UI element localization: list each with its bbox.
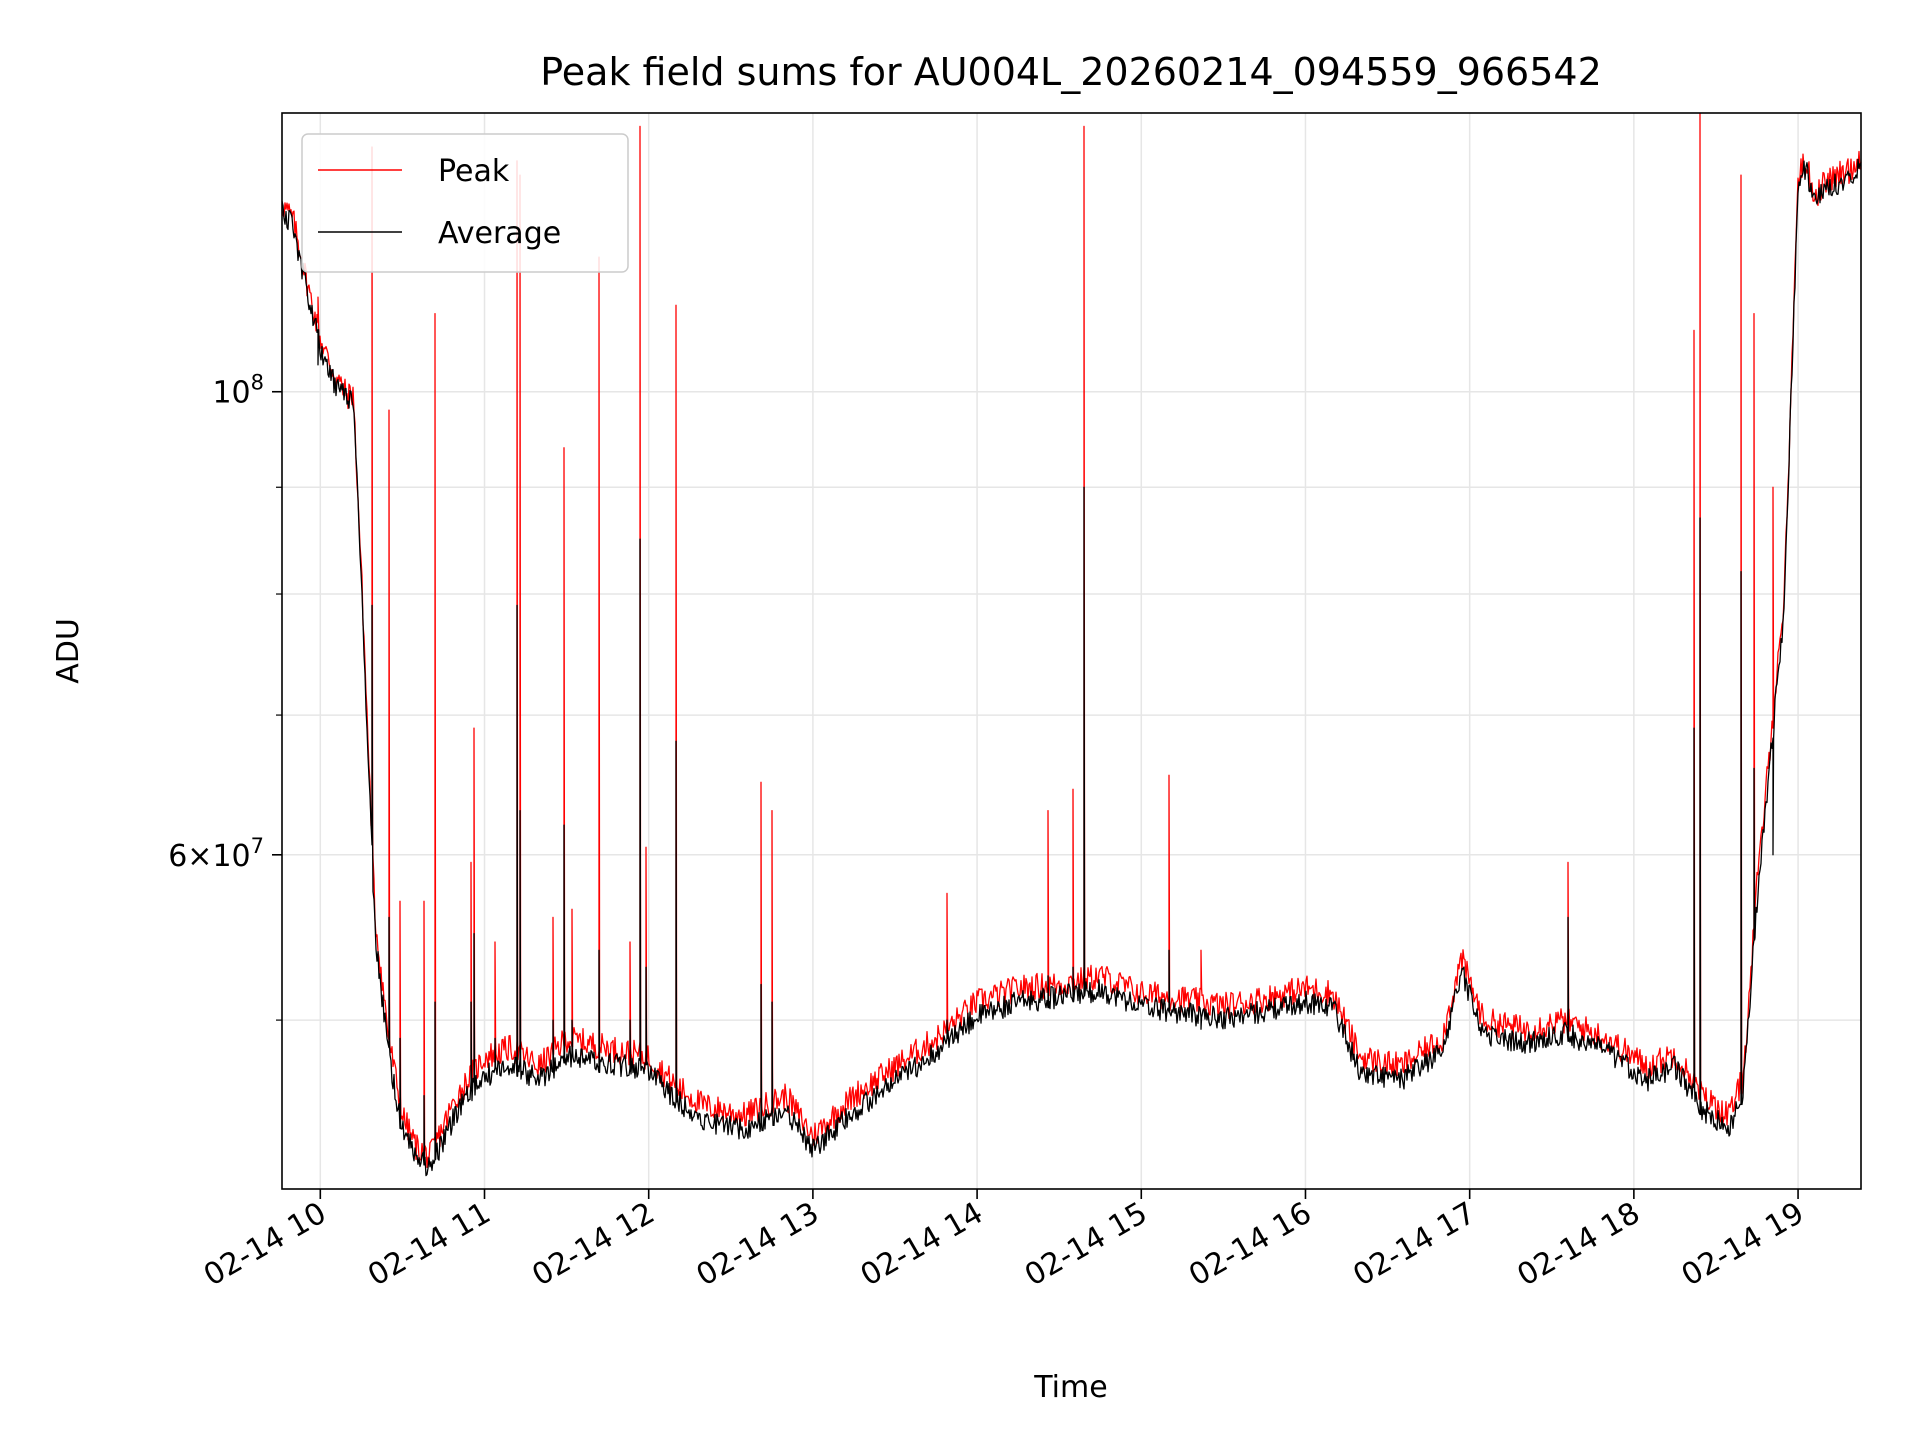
y-axis-ticks: 108 6×107 (168, 371, 282, 1021)
plot-frame (281, 112, 1862, 1190)
chart-title: Peak field sums for AU004L_20260214_0945… (540, 50, 1602, 94)
grid-lines (282, 113, 1861, 1189)
legend-label-average: Average (438, 216, 561, 251)
series-line-peak (281, 112, 1862, 1169)
plot-area (281, 112, 1862, 1177)
y-tick-label: 108 (212, 371, 264, 411)
y-axis-label: ADU (51, 618, 86, 684)
y-tick-label: 6×107 (168, 834, 264, 874)
x-axis-label: Time (1033, 1370, 1107, 1405)
legend-label-peak: Peak (438, 154, 510, 189)
legend: Peak Average (301, 133, 629, 273)
series-line-average (281, 158, 1862, 1177)
legend-box (301, 133, 629, 273)
